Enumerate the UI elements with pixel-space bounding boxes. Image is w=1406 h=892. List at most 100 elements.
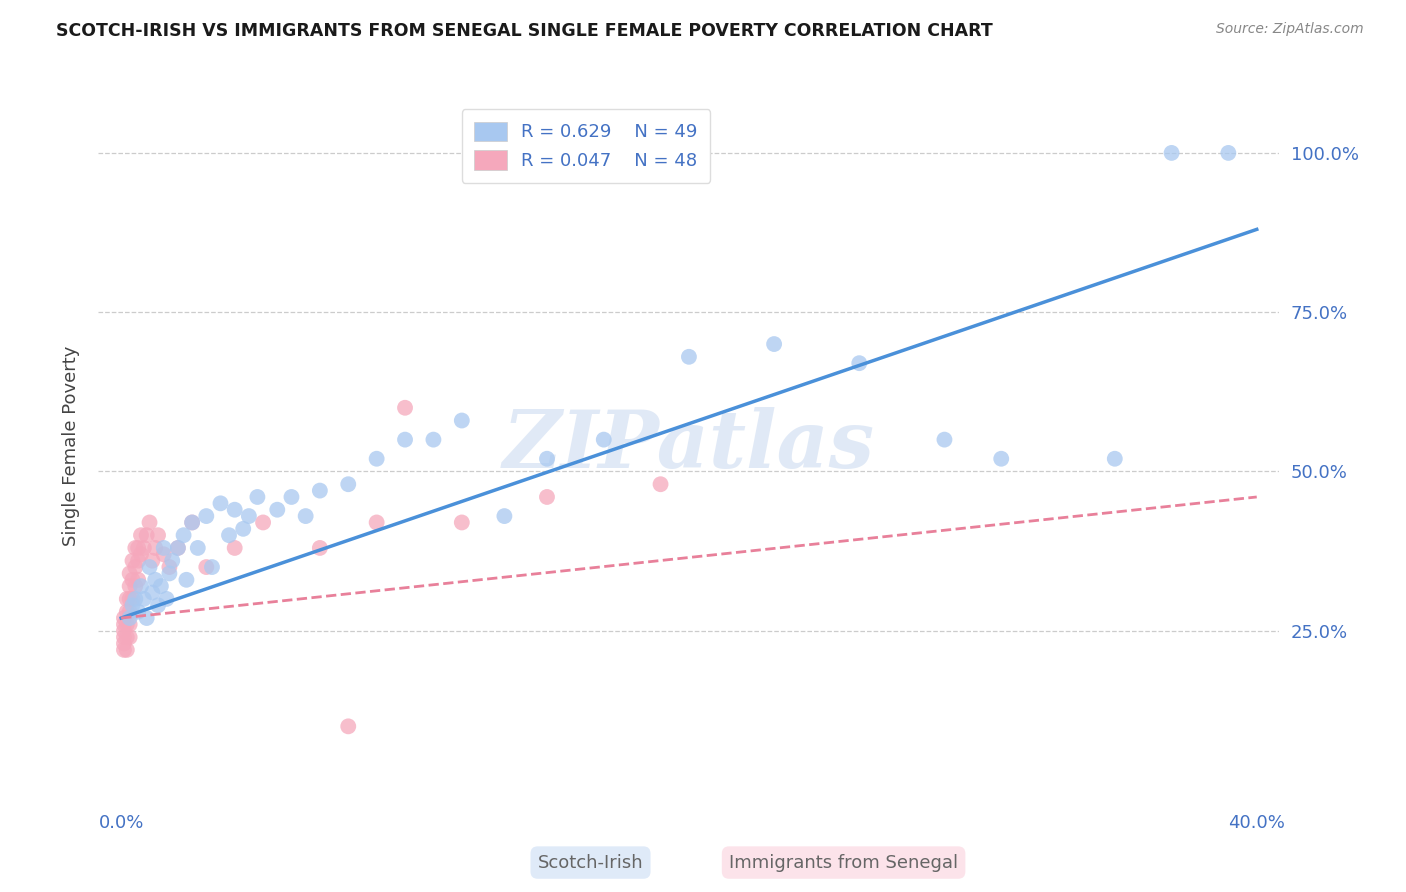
Point bbox=[536, 490, 558, 504]
Point bbox=[678, 350, 700, 364]
Point bbox=[115, 617, 138, 632]
Point bbox=[118, 630, 141, 644]
Point bbox=[115, 630, 138, 644]
Point bbox=[246, 490, 269, 504]
Point bbox=[118, 611, 141, 625]
Point bbox=[162, 554, 183, 568]
Point bbox=[650, 477, 672, 491]
Point bbox=[138, 516, 160, 530]
Point bbox=[124, 541, 146, 555]
Text: ZIPatlas: ZIPatlas bbox=[503, 408, 875, 484]
Point bbox=[309, 483, 332, 498]
Point bbox=[124, 560, 146, 574]
Point bbox=[124, 591, 146, 606]
Point bbox=[152, 541, 174, 555]
Point bbox=[181, 516, 204, 530]
Point bbox=[112, 643, 135, 657]
Point bbox=[252, 516, 274, 530]
Point bbox=[536, 451, 558, 466]
Point bbox=[763, 337, 786, 351]
Point bbox=[218, 528, 240, 542]
Point bbox=[167, 541, 190, 555]
Point bbox=[1218, 145, 1240, 160]
Point bbox=[155, 591, 177, 606]
Point bbox=[121, 599, 143, 613]
Point bbox=[127, 554, 149, 568]
Text: Immigrants from Senegal: Immigrants from Senegal bbox=[730, 854, 957, 871]
Point bbox=[149, 579, 172, 593]
Point bbox=[201, 560, 224, 574]
Point bbox=[129, 528, 152, 542]
Point bbox=[224, 502, 246, 516]
Point bbox=[118, 579, 141, 593]
Point bbox=[121, 554, 143, 568]
Point bbox=[1160, 145, 1182, 160]
Point bbox=[394, 433, 416, 447]
Point bbox=[112, 636, 135, 650]
Point bbox=[294, 509, 316, 524]
Point bbox=[990, 451, 1012, 466]
Legend: R = 0.629    N = 49, R = 0.047    N = 48: R = 0.629 N = 49, R = 0.047 N = 48 bbox=[461, 109, 710, 183]
Point bbox=[157, 560, 180, 574]
Point bbox=[127, 541, 149, 555]
Point bbox=[141, 585, 163, 599]
Point bbox=[181, 516, 204, 530]
Point bbox=[141, 554, 163, 568]
Point bbox=[121, 591, 143, 606]
Point bbox=[266, 502, 288, 516]
Point bbox=[157, 566, 180, 581]
Point bbox=[366, 516, 388, 530]
Point bbox=[124, 579, 146, 593]
Point bbox=[394, 401, 416, 415]
Point bbox=[132, 591, 155, 606]
Point bbox=[450, 413, 472, 427]
Point bbox=[309, 541, 332, 555]
Point bbox=[121, 573, 143, 587]
Point bbox=[129, 579, 152, 593]
Point bbox=[167, 541, 190, 555]
Point bbox=[118, 605, 141, 619]
Point bbox=[118, 617, 141, 632]
Point bbox=[224, 541, 246, 555]
Point bbox=[127, 573, 149, 587]
Point bbox=[422, 433, 444, 447]
Point bbox=[450, 516, 472, 530]
Text: Scotch-Irish: Scotch-Irish bbox=[537, 854, 644, 871]
Point bbox=[135, 611, 157, 625]
Point bbox=[146, 599, 169, 613]
Point bbox=[112, 630, 135, 644]
Point bbox=[494, 509, 516, 524]
Point bbox=[337, 719, 360, 733]
Text: SCOTCH-IRISH VS IMMIGRANTS FROM SENEGAL SINGLE FEMALE POVERTY CORRELATION CHART: SCOTCH-IRISH VS IMMIGRANTS FROM SENEGAL … bbox=[56, 22, 993, 40]
Point bbox=[138, 560, 160, 574]
Point bbox=[143, 573, 166, 587]
Point bbox=[112, 611, 135, 625]
Point bbox=[135, 528, 157, 542]
Point bbox=[112, 624, 135, 638]
Point bbox=[118, 566, 141, 581]
Point bbox=[934, 433, 956, 447]
Point bbox=[195, 560, 218, 574]
Point bbox=[115, 605, 138, 619]
Point bbox=[592, 433, 614, 447]
Point bbox=[146, 528, 169, 542]
Point bbox=[132, 541, 155, 555]
Point bbox=[232, 522, 254, 536]
Point bbox=[173, 528, 195, 542]
Point bbox=[187, 541, 209, 555]
Point bbox=[143, 541, 166, 555]
Text: Source: ZipAtlas.com: Source: ZipAtlas.com bbox=[1216, 22, 1364, 37]
Point bbox=[337, 477, 360, 491]
Point bbox=[848, 356, 870, 370]
Y-axis label: Single Female Poverty: Single Female Poverty bbox=[62, 346, 80, 546]
Point bbox=[152, 547, 174, 561]
Point bbox=[115, 643, 138, 657]
Point bbox=[112, 617, 135, 632]
Point bbox=[195, 509, 218, 524]
Point bbox=[129, 547, 152, 561]
Point bbox=[280, 490, 302, 504]
Point bbox=[1104, 451, 1126, 466]
Point bbox=[209, 496, 232, 510]
Point bbox=[115, 591, 138, 606]
Point bbox=[366, 451, 388, 466]
